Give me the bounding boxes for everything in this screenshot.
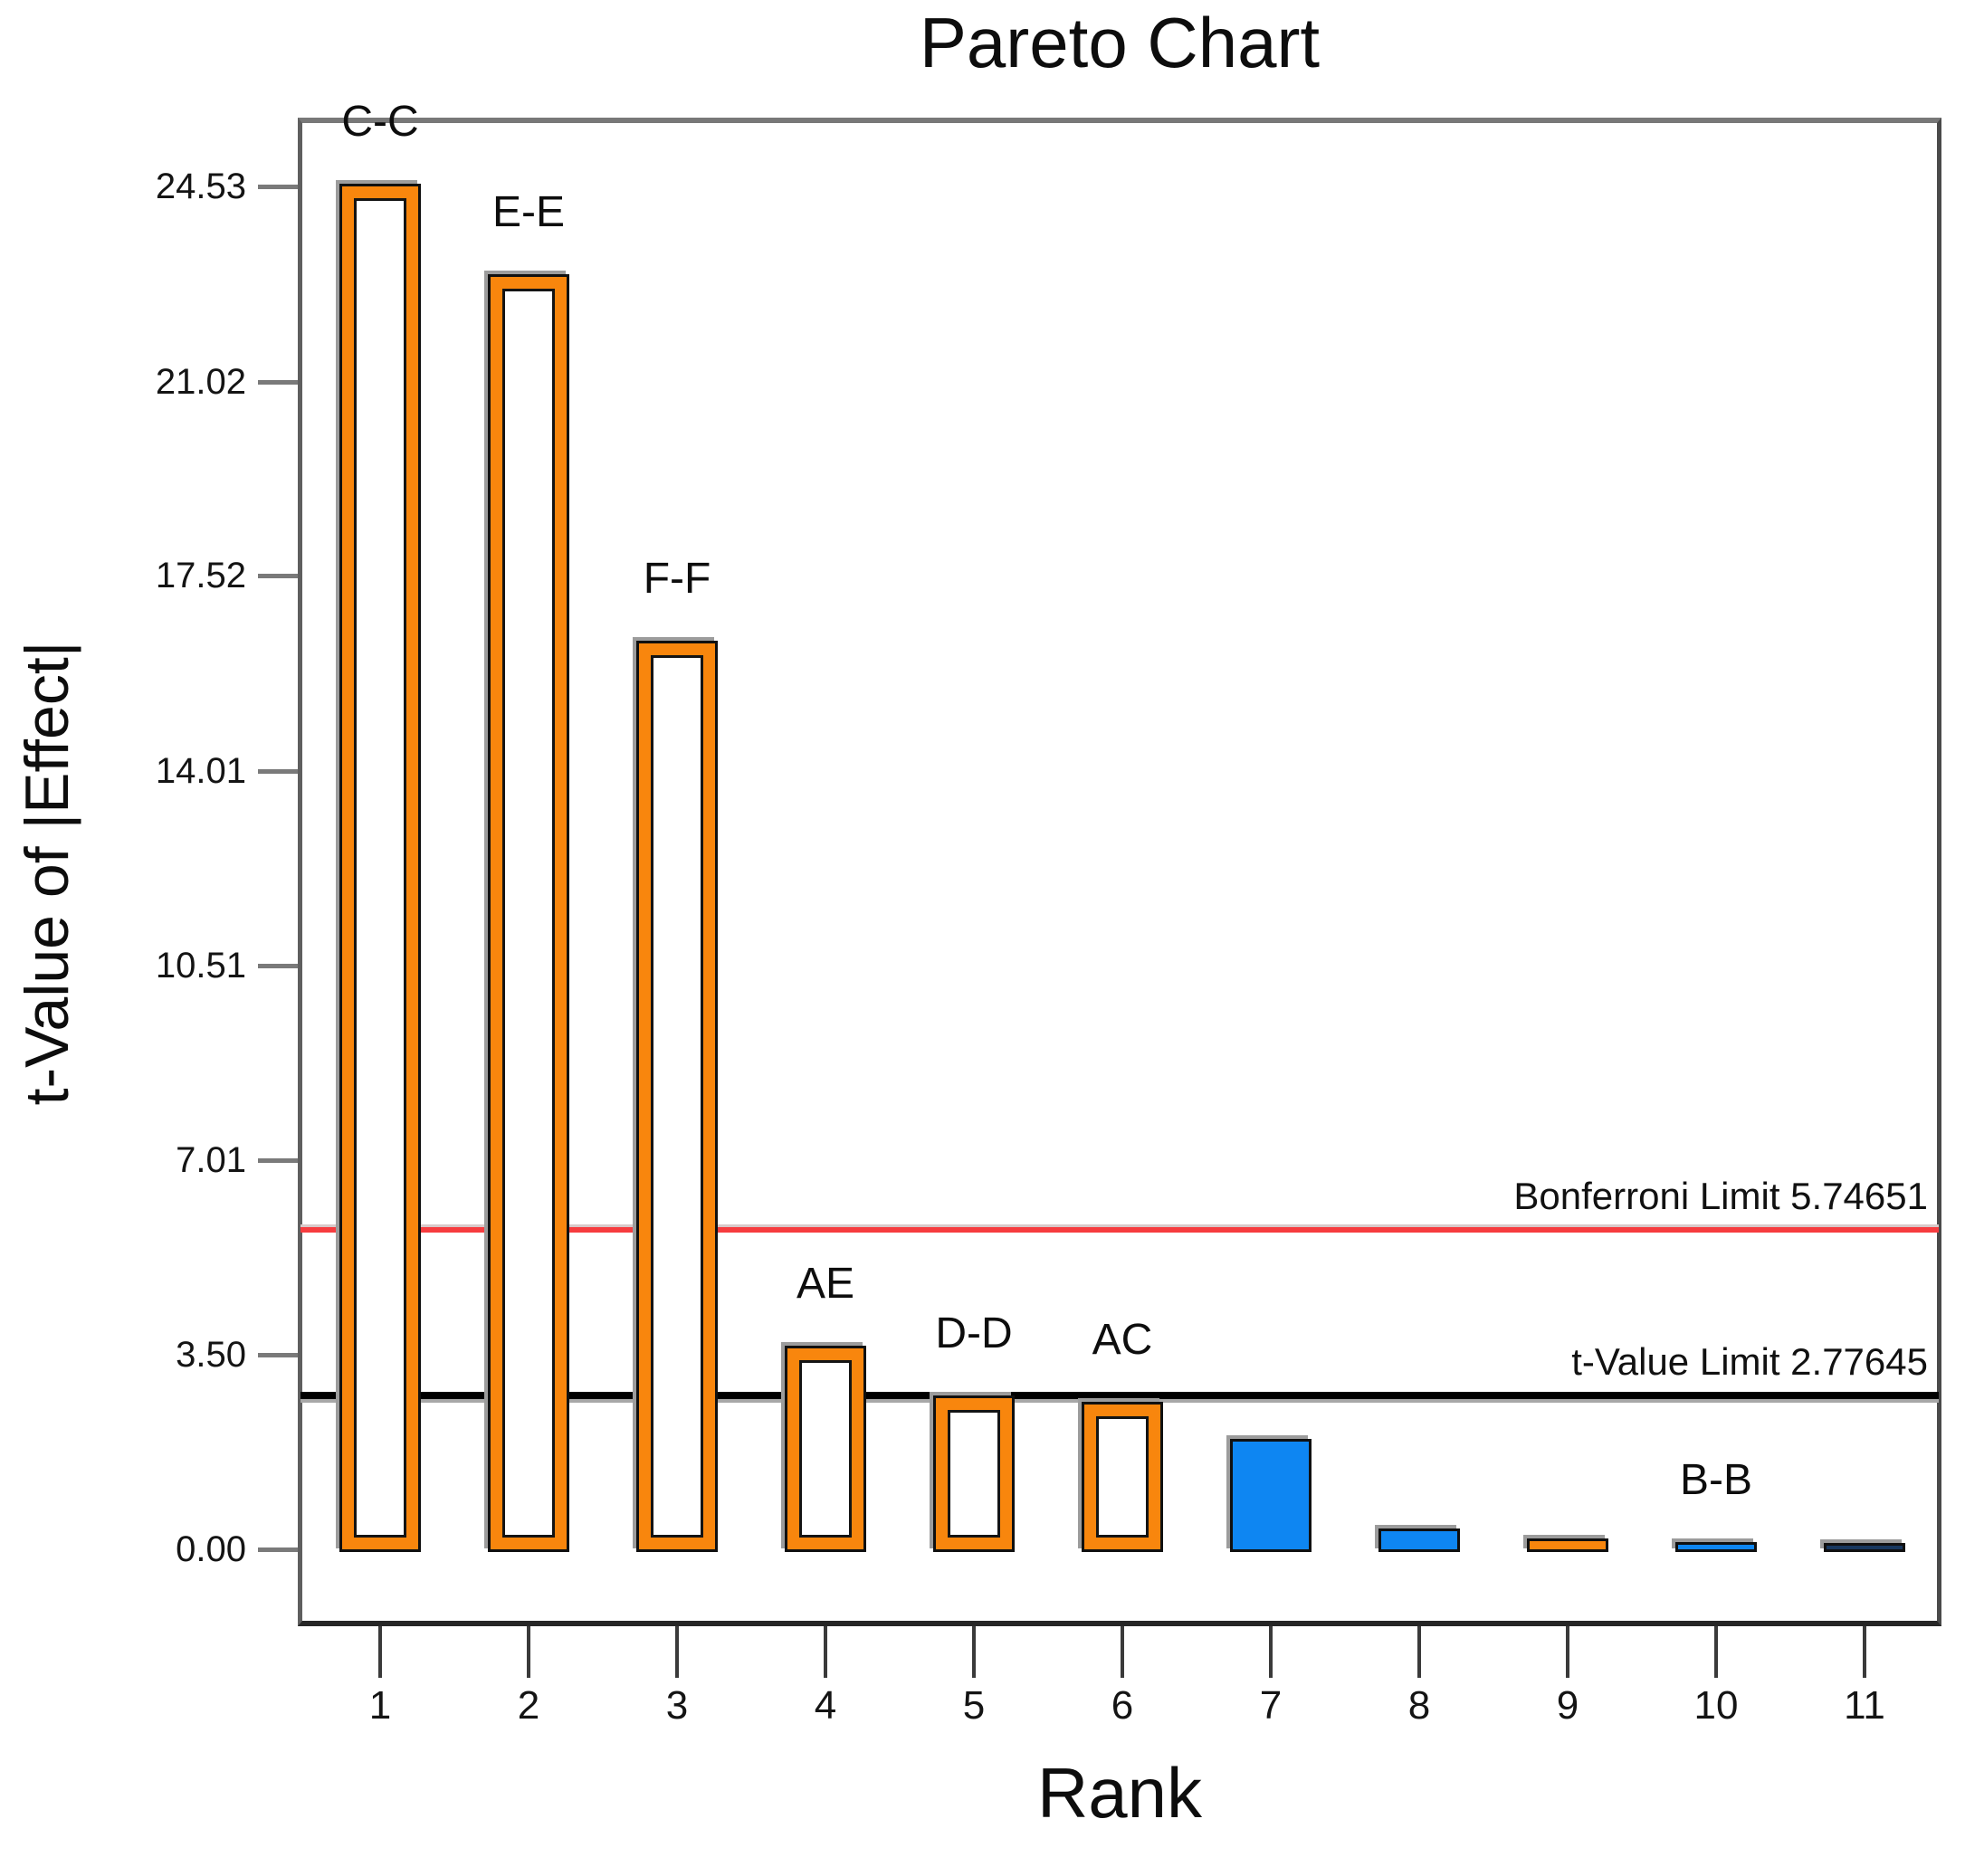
y-tick-label: 3.50 [176, 1335, 246, 1376]
bar-rank-11 [1824, 1543, 1905, 1552]
x-tick-label: 10 [1693, 1683, 1739, 1728]
bar-hollow-interior [948, 1410, 1000, 1538]
y-tick-mark [258, 574, 298, 579]
y-tick-label: 0.00 [176, 1529, 246, 1569]
x-tick-label: 5 [962, 1683, 986, 1728]
x-tick-label: 6 [1111, 1683, 1134, 1728]
bar-rank-7 [1230, 1439, 1312, 1552]
x-tick-label: 9 [1556, 1683, 1579, 1728]
bar-label-AE: AE [796, 1260, 855, 1308]
bar-rank-1 [339, 184, 421, 1552]
bar-rank-2 [488, 274, 569, 1552]
x-tick-label: 8 [1407, 1683, 1431, 1728]
bar-label-C-C: C-C [341, 98, 419, 146]
y-tick-label: 17.52 [155, 556, 246, 596]
x-tick-mark [824, 1626, 827, 1678]
bar-hollow-interior [354, 198, 406, 1538]
bar-label-AC: AC [1092, 1316, 1153, 1364]
y-tick-mark [258, 185, 298, 190]
x-tick-label: 2 [517, 1683, 540, 1728]
x-tick-mark [527, 1626, 530, 1678]
x-tick-label: 11 [1844, 1683, 1885, 1728]
bonferroni-limit-label: Bonferroni Limit 5.74651 [1513, 1175, 1928, 1218]
y-tick-label: 14.01 [155, 750, 246, 791]
bar-label-D-D: D-D [935, 1309, 1013, 1357]
y-tick-label: 21.02 [155, 361, 246, 402]
x-tick-mark [378, 1626, 382, 1678]
y-tick-label: 7.01 [176, 1139, 246, 1180]
x-tick-label: 7 [1259, 1683, 1283, 1728]
bar-rank-6 [1082, 1402, 1163, 1552]
bar-rank-9 [1527, 1538, 1608, 1552]
x-tick-mark [1417, 1626, 1421, 1678]
x-tick-mark [1863, 1626, 1866, 1678]
bar-hollow-interior [1096, 1416, 1149, 1538]
bar-label-F-F: F-F [643, 555, 711, 603]
x-tick-mark [1121, 1626, 1124, 1678]
x-tick-mark [1269, 1626, 1273, 1678]
y-axis-title: t-Value of |Effect| [13, 641, 81, 1106]
x-tick-mark [675, 1626, 679, 1678]
bar-hollow-interior [651, 655, 703, 1538]
bonferroni-limit-line [300, 1227, 1939, 1233]
x-tick-mark [1566, 1626, 1569, 1678]
bar-hollow-interior [799, 1360, 852, 1538]
x-tick-label: 3 [665, 1683, 689, 1728]
bar-rank-5 [933, 1395, 1015, 1552]
plot-area-frame [298, 118, 1941, 1626]
y-tick-mark [258, 1157, 298, 1163]
y-tick-label: 10.51 [155, 945, 246, 986]
y-tick-mark [258, 768, 298, 774]
y-tick-mark [258, 963, 298, 968]
x-axis-title: Rank [1036, 1753, 1203, 1833]
bar-label-E-E: E-E [491, 188, 565, 236]
t-value-limit-label: t-Value Limit 2.77645 [1571, 1339, 1928, 1383]
chart-title: Pareto Chart [919, 3, 1321, 82]
y-tick-mark [258, 379, 298, 385]
bar-rank-4 [785, 1346, 866, 1552]
t-value-limit-line [300, 1391, 1939, 1399]
bar-rank-3 [636, 641, 718, 1552]
y-tick-mark [258, 1547, 298, 1552]
y-tick-mark [258, 1353, 298, 1358]
y-tick-label: 24.53 [155, 167, 246, 207]
bar-rank-10 [1675, 1542, 1757, 1552]
x-tick-mark [972, 1626, 976, 1678]
bar-rank-8 [1378, 1528, 1460, 1552]
x-tick-label: 4 [814, 1683, 837, 1728]
bar-hollow-interior [502, 289, 555, 1538]
x-tick-label: 1 [368, 1683, 392, 1728]
x-tick-mark [1714, 1626, 1718, 1678]
bar-label-B-B: B-B [1679, 1456, 1752, 1504]
